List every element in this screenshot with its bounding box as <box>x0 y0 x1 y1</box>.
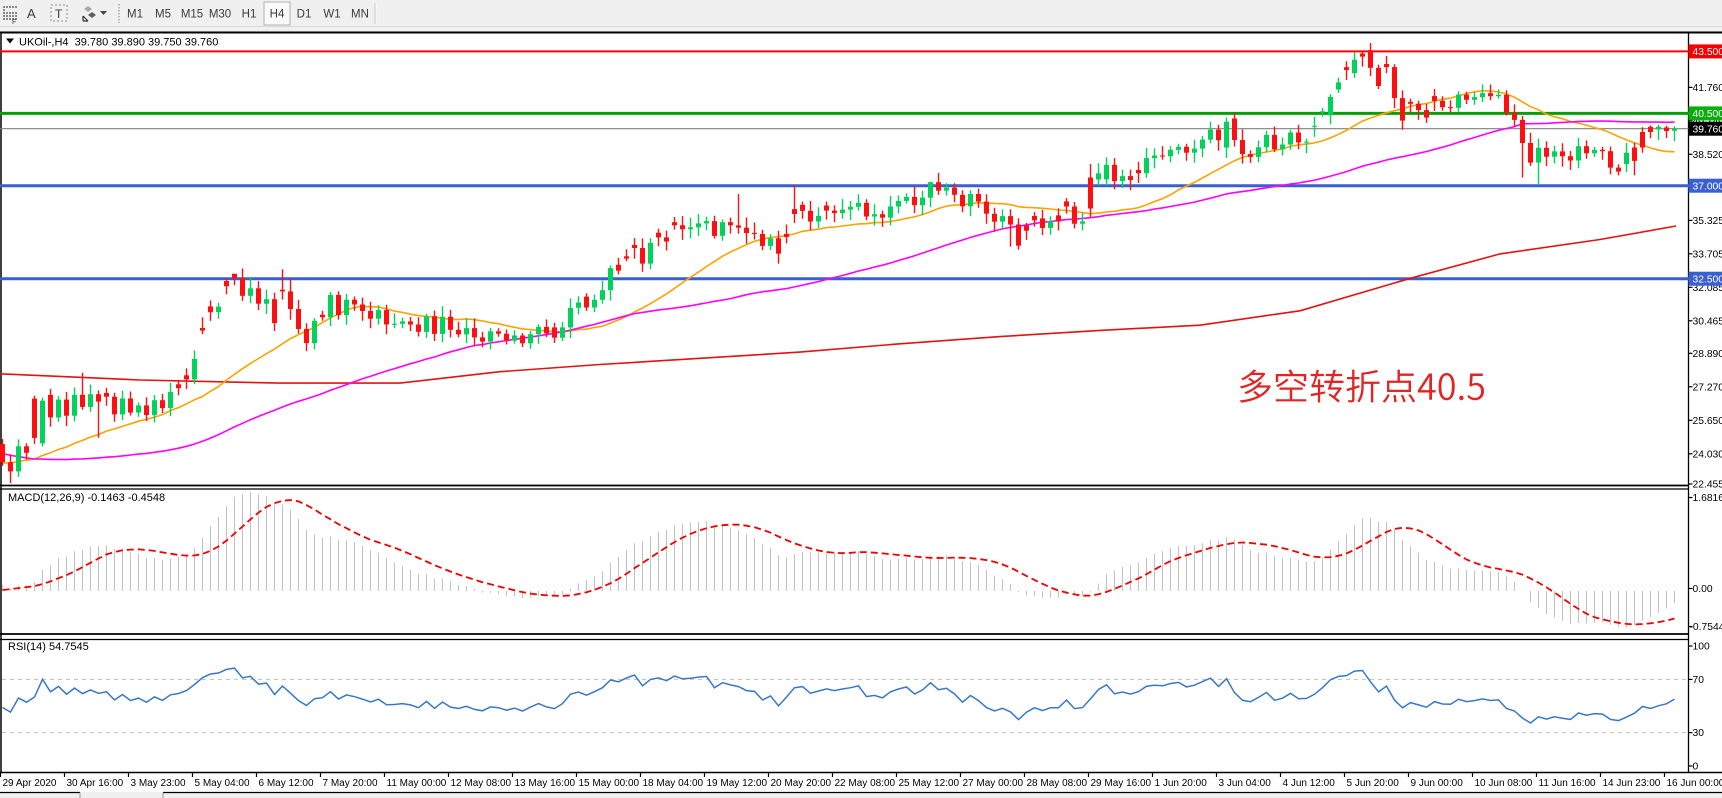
svg-text:0.00: 0.00 <box>1693 584 1713 595</box>
svg-text:29 May 16:00: 29 May 16:00 <box>1091 778 1152 789</box>
svg-text:3 May 23:00: 3 May 23:00 <box>131 778 186 789</box>
svg-text:7 May 20:00: 7 May 20:00 <box>323 778 378 789</box>
svg-text:19 May 12:00: 19 May 12:00 <box>707 778 768 789</box>
svg-text:H4: H4 <box>270 9 285 21</box>
svg-text:33.705: 33.705 <box>1693 249 1722 260</box>
svg-text:13 May 16:00: 13 May 16:00 <box>515 778 576 789</box>
svg-text:22 May 08:00: 22 May 08:00 <box>835 778 896 789</box>
svg-text:16 Jun 00:00: 16 Jun 00:00 <box>1667 778 1722 789</box>
svg-text:28 May 08:00: 28 May 08:00 <box>1027 778 1088 789</box>
svg-text:0: 0 <box>1693 762 1699 773</box>
svg-text:10 Jun 08:00: 10 Jun 08:00 <box>1475 778 1533 789</box>
svg-text:14 Jun 23:00: 14 Jun 23:00 <box>1603 778 1661 789</box>
svg-text:15 May 00:00: 15 May 00:00 <box>579 778 640 789</box>
svg-text:30 Apr 16:00: 30 Apr 16:00 <box>67 778 124 789</box>
svg-text:1.6816: 1.6816 <box>1693 493 1722 504</box>
svg-text:6 May 12:00: 6 May 12:00 <box>259 778 314 789</box>
svg-text:43.500: 43.500 <box>1693 47 1722 58</box>
svg-text:39.760: 39.760 <box>1693 124 1722 135</box>
svg-text:1 Jun 20:00: 1 Jun 20:00 <box>1155 778 1208 789</box>
svg-text:A: A <box>27 6 36 21</box>
svg-text:35.325: 35.325 <box>1693 216 1722 227</box>
svg-text:41.760: 41.760 <box>1693 83 1722 94</box>
svg-text:-0.7544: -0.7544 <box>1690 622 1722 633</box>
svg-text:W1: W1 <box>323 9 340 21</box>
svg-text:20 May 20:00: 20 May 20:00 <box>771 778 832 789</box>
svg-text:30.465: 30.465 <box>1693 316 1722 327</box>
svg-text:100: 100 <box>1693 642 1710 653</box>
svg-text:F: F <box>12 19 16 26</box>
svg-text:5 Jun 20:00: 5 Jun 20:00 <box>1347 778 1400 789</box>
svg-text:22.455: 22.455 <box>1693 480 1722 491</box>
svg-text:18 May 04:00: 18 May 04:00 <box>643 778 704 789</box>
svg-text:24.030: 24.030 <box>1693 449 1722 460</box>
svg-text:27 May 00:00: 27 May 00:00 <box>963 778 1024 789</box>
svg-text:25.650: 25.650 <box>1693 416 1722 427</box>
svg-text:UKOil-,H4 39.780 39.890 39.75: UKOil-,H4 39.780 39.890 39.750 39.760 <box>19 37 218 49</box>
svg-text:9 Jun 00:00: 9 Jun 00:00 <box>1411 778 1464 789</box>
svg-text:M30: M30 <box>209 9 231 21</box>
svg-text:MN: MN <box>351 9 369 21</box>
svg-text:25 May 12:00: 25 May 12:00 <box>899 778 960 789</box>
svg-text:H1: H1 <box>242 9 257 21</box>
svg-text:M1: M1 <box>127 9 143 21</box>
svg-text:M15: M15 <box>181 9 203 21</box>
svg-text:38.520: 38.520 <box>1693 150 1722 161</box>
svg-text:5 May 04:00: 5 May 04:00 <box>195 778 250 789</box>
svg-text:30: 30 <box>1693 728 1705 739</box>
svg-text:11 May 00:00: 11 May 00:00 <box>387 778 447 789</box>
svg-text:M5: M5 <box>155 9 171 21</box>
svg-text:40.500: 40.500 <box>1693 109 1722 120</box>
svg-text:11 Jun 16:00: 11 Jun 16:00 <box>1539 778 1597 789</box>
svg-text:4 Jun 12:00: 4 Jun 12:00 <box>1283 778 1336 789</box>
svg-text:32.500: 32.500 <box>1693 274 1722 285</box>
svg-text:MACD(12,26,9) -0.1463 -0.4548: MACD(12,26,9) -0.1463 -0.4548 <box>8 492 165 504</box>
svg-text:3 Jun 04:00: 3 Jun 04:00 <box>1219 778 1272 789</box>
svg-text:29 Apr 2020: 29 Apr 2020 <box>3 778 57 789</box>
svg-text:RSI(14) 54.7545: RSI(14) 54.7545 <box>8 641 89 653</box>
svg-text:12 May 08:00: 12 May 08:00 <box>451 778 512 789</box>
svg-text:T: T <box>55 7 63 21</box>
svg-text:D1: D1 <box>297 9 312 21</box>
svg-text:70: 70 <box>1693 675 1705 686</box>
svg-text:28.890: 28.890 <box>1693 349 1722 360</box>
svg-text:37.000: 37.000 <box>1693 181 1722 192</box>
svg-text:32.085: 32.085 <box>1693 283 1722 294</box>
svg-text:27.270: 27.270 <box>1693 382 1722 393</box>
